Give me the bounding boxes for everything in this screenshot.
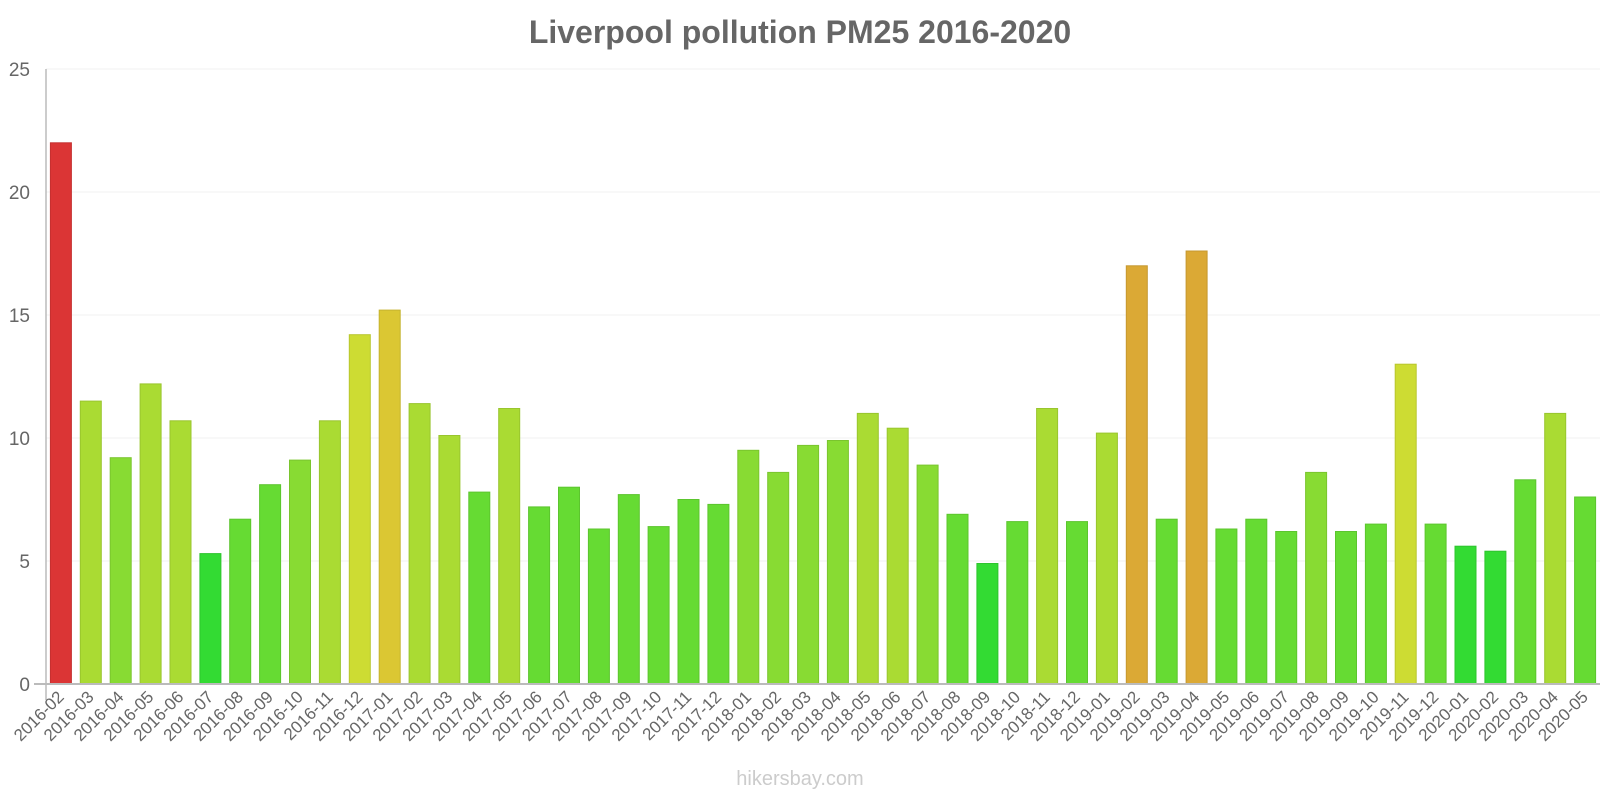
bar-2019-11[interactable] [1394, 363, 1417, 685]
bar-2017-07[interactable] [558, 486, 580, 685]
y-tick-label: 0 [19, 675, 30, 696]
bar-2017-06[interactable] [528, 506, 551, 685]
bar-2019-05[interactable] [1215, 528, 1238, 685]
bar-2016-03[interactable] [79, 400, 102, 685]
bar-2017-12[interactable] [707, 503, 730, 685]
bar-2018-05[interactable] [856, 412, 879, 685]
bar-2016-06[interactable] [169, 420, 192, 685]
bar-2017-02[interactable] [408, 403, 431, 685]
bar-2017-10[interactable] [647, 526, 670, 685]
bar-2019-07[interactable] [1275, 531, 1298, 685]
watermark: hikersbay.com [736, 768, 864, 790]
bar-2019-08[interactable] [1305, 471, 1328, 685]
bar-2020-04[interactable] [1544, 412, 1567, 685]
bar-2018-07[interactable] [916, 464, 939, 685]
bars [49, 142, 1597, 685]
bar-2016-04[interactable] [109, 457, 132, 685]
bar-2018-08[interactable] [946, 513, 969, 685]
bar-2018-09[interactable] [976, 563, 999, 685]
bar-2018-04[interactable] [826, 440, 849, 685]
bar-2018-10[interactable] [1006, 521, 1029, 685]
bar-2016-05[interactable] [139, 383, 162, 685]
bar-2017-05[interactable] [498, 408, 521, 685]
bar-2016-08[interactable] [229, 518, 252, 685]
bar-2016-07[interactable] [199, 553, 222, 685]
bar-2019-12[interactable] [1424, 523, 1447, 685]
y-tick-label: 20 [9, 183, 30, 204]
bar-2017-08[interactable] [587, 528, 610, 685]
bar-2018-12[interactable] [1066, 521, 1088, 685]
bar-2020-01[interactable] [1454, 545, 1477, 685]
bar-2020-02[interactable] [1484, 550, 1507, 685]
bar-2018-03[interactable] [797, 444, 820, 685]
bar-2020-05[interactable] [1574, 496, 1597, 685]
axes [34, 69, 1600, 700]
bar-2018-01[interactable] [737, 449, 760, 685]
bar-2017-01[interactable] [378, 309, 401, 685]
bar-2017-11[interactable] [677, 499, 700, 685]
bar-2019-02[interactable] [1125, 265, 1148, 685]
bar-2017-09[interactable] [617, 494, 640, 685]
bar-2019-06[interactable] [1245, 518, 1268, 685]
x-axis-ticks: 2016-022016-032016-042016-052016-062016-… [10, 687, 1592, 745]
chart-title: Liverpool pollution PM25 2016-2020 [528, 14, 1072, 50]
bar-2018-02[interactable] [767, 471, 790, 685]
bar-2019-04[interactable] [1185, 250, 1208, 685]
y-tick-label: 15 [9, 306, 30, 327]
bar-2016-11[interactable] [318, 420, 341, 685]
bar-2016-10[interactable] [289, 459, 311, 685]
bar-2019-09[interactable] [1335, 531, 1357, 685]
bar-2018-06[interactable] [886, 427, 909, 685]
bar-2017-04[interactable] [468, 491, 491, 685]
y-tick-label: 10 [9, 429, 30, 450]
bar-2018-11[interactable] [1036, 408, 1059, 685]
bar-2017-03[interactable] [438, 435, 461, 685]
bar-2019-10[interactable] [1364, 523, 1387, 685]
bar-2019-03[interactable] [1155, 518, 1178, 685]
bar-2016-12[interactable] [348, 334, 371, 685]
y-tick-label: 25 [9, 60, 30, 81]
y-tick-label: 5 [19, 552, 30, 573]
bar-2016-09[interactable] [259, 484, 282, 685]
y-axis-ticks: 0 5 10 15 20 25 [9, 60, 30, 696]
bar-2020-03[interactable] [1514, 479, 1537, 685]
bar-2019-01[interactable] [1095, 432, 1118, 685]
bar-2016-02[interactable] [49, 142, 72, 685]
